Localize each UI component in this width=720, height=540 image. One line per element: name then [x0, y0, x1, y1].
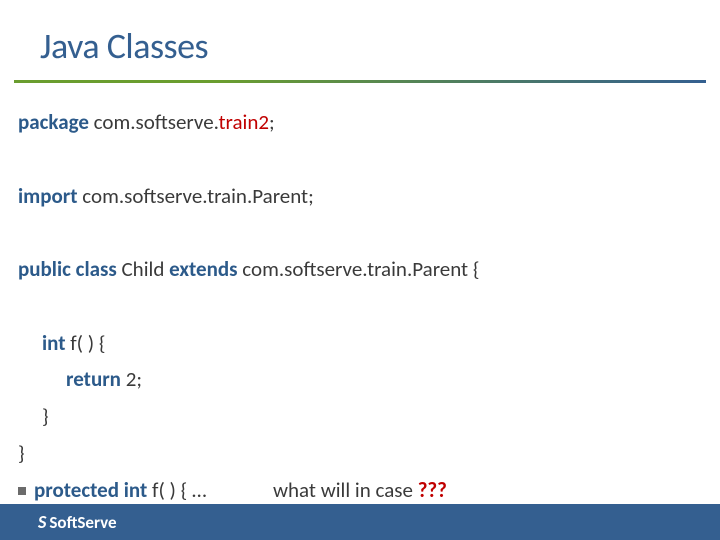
blank-line [18, 288, 702, 325]
slide-title: Java Classes [40, 24, 208, 68]
code-line-import: import com.softserve.train.Parent; [18, 178, 702, 215]
close-brace-method: } [18, 398, 702, 435]
keyword-protected-int: protected int [34, 477, 147, 503]
pkg-highlight: train2 [219, 109, 269, 135]
pkg-part-a: com.softserve. [89, 109, 219, 135]
parent-ref: com.softserve.train.Parent { [238, 256, 480, 282]
keyword-package: package [18, 109, 89, 135]
semicolon: ; [269, 109, 275, 135]
code-line-package: package com.softserve.train2; [18, 104, 702, 141]
method-sig: f( ) { [66, 330, 106, 356]
logo-text: SoftServe [49, 512, 116, 533]
return-value: 2; [121, 366, 142, 392]
blank-line [18, 141, 702, 178]
title-underline [14, 80, 706, 83]
bullet-gap [207, 477, 273, 503]
footer-logo: S SoftServe [38, 511, 117, 533]
keyword-int: int [42, 330, 66, 356]
code-line-method: int f( ) { [18, 325, 702, 362]
bullet-question-text: what will in case [273, 477, 418, 503]
keyword-public-class: public class [18, 256, 117, 282]
class-name: Child [117, 256, 169, 282]
footer-bar: S SoftServe [0, 504, 720, 540]
bullet-icon [18, 487, 26, 495]
keyword-import: import [18, 183, 78, 209]
logo-icon: S [38, 511, 46, 533]
code-line-class: public class Child extends com.softserve… [18, 251, 702, 288]
bullet-question: protected int f( ) { … what will in case… [18, 472, 702, 509]
import-rest: com.softserve.train.Parent; [78, 183, 314, 209]
keyword-extends: extends [169, 256, 237, 282]
code-line-return: return 2; [18, 361, 702, 398]
blank-line [18, 214, 702, 251]
code-block: package com.softserve.train2; import com… [18, 104, 702, 508]
keyword-return: return [66, 366, 121, 392]
bullet-code: f( ) { … [147, 477, 206, 503]
close-brace-class: } [18, 435, 702, 472]
question-marks: ??? [418, 477, 447, 503]
